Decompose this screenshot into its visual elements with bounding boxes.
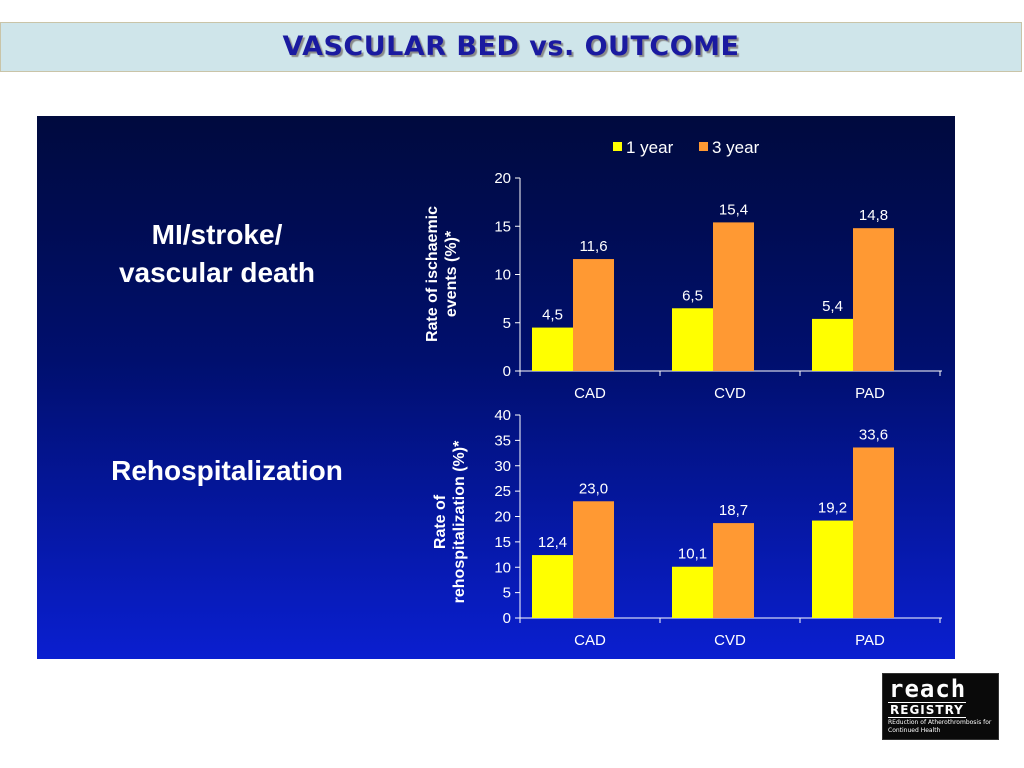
bar-cad-3-year (573, 259, 614, 371)
data-label: 12,4 (538, 534, 567, 551)
x-category-label: CAD (574, 385, 606, 402)
data-label: 6,5 (682, 287, 703, 304)
y-axis-label-line: Rate of ischaemic (424, 206, 441, 342)
x-category-label: PAD (855, 385, 885, 402)
bar-charts: 1 year 3 year 0 5 10 15 20 4,5 11,6 CAD 6,5 15,4 CV… (424, 138, 942, 649)
x-category-label: CVD (714, 385, 746, 402)
x-category-label: PAD (855, 632, 885, 649)
x-category-label: CVD (714, 632, 746, 649)
y-axis-label-line: events (%)* (443, 230, 460, 317)
data-label: 5,4 (822, 298, 843, 315)
y-axis-label-line: rehospitalization (%)* (451, 440, 468, 603)
page-title: VASCULAR BED vs. OUTCOME (282, 31, 740, 62)
reach-registry-logo: reach REGISTRY REduction of Atherothromb… (882, 673, 999, 740)
y-axis-label: Rate of ischaemic events (%)* (424, 206, 460, 342)
bar-cvd-1-year (672, 566, 713, 618)
data-label: 18,7 (719, 502, 748, 519)
chart-panel: MI/stroke/ vascular death Rehospitalizat… (37, 116, 955, 659)
y-tick-label: 25 (494, 483, 511, 500)
legend-swatch-1-year (613, 142, 622, 151)
y-axis-label-line: Rate of (432, 494, 449, 549)
y-tick-label: 20 (494, 509, 511, 526)
data-label: 4,5 (542, 307, 563, 324)
y-axis-label: Rate of rehospitalization (%)* (432, 440, 468, 603)
data-label: 11,6 (579, 238, 607, 255)
bar-cvd-1-year (672, 308, 713, 371)
y-tick-label: 10 (494, 267, 511, 284)
data-label: 19,2 (818, 500, 847, 517)
y-tick-label: 15 (494, 218, 511, 235)
y-tick-label: 20 (494, 170, 511, 187)
y-tick-label: 30 (494, 458, 511, 475)
bar-cvd-3-year (713, 523, 754, 618)
y-tick-label: 0 (503, 363, 511, 380)
legend-swatch-3-year (699, 142, 708, 151)
y-tick-label: 40 (494, 407, 511, 424)
y-tick-label: 10 (494, 559, 511, 576)
data-label: 15,4 (719, 201, 748, 218)
legend-label: 3 year (712, 138, 760, 157)
logo-tagline: REduction of Atherothrombosis for Contin… (888, 719, 992, 734)
data-label: 14,8 (859, 207, 888, 224)
x-category-label: CAD (574, 632, 606, 649)
data-label: 23,0 (579, 480, 608, 497)
y-tick-label: 35 (494, 432, 511, 449)
legend-label: 1 year (626, 138, 674, 157)
bar-pad-1-year (812, 520, 853, 618)
bar-cvd-3-year (713, 222, 754, 371)
label-mi-stroke: MI/stroke/ vascular death (118, 219, 316, 288)
chart-ischaemic-events: 0 5 10 15 20 4,5 11,6 CAD 6,5 15,4 CVD 5,4 14,8 PAD Ra… (424, 170, 942, 402)
title-bar: VASCULAR BED vs. OUTCOME (0, 22, 1022, 72)
y-tick-label: 15 (494, 534, 511, 551)
data-label: 33,6 (859, 426, 888, 443)
bar-pad-3-year (853, 228, 894, 371)
label-rehospitalization: Rehospitalization (111, 455, 343, 486)
bar-pad-3-year (853, 447, 894, 618)
logo-text-registry: REGISTRY (888, 702, 966, 718)
y-tick-label: 5 (503, 315, 511, 332)
data-label: 10,1 (678, 546, 707, 563)
bar-cad-1-year (532, 327, 573, 371)
chart-legend: 1 year 3 year (613, 138, 760, 157)
y-tick-label: 0 (503, 610, 511, 627)
bar-cad-1-year (532, 555, 573, 618)
bar-pad-1-year (812, 318, 853, 371)
y-tick-label: 5 (503, 585, 511, 602)
chart-rehospitalization: 0 5 10 15 20 25 30 35 40 12,4 23,0 CAD 10,1 18,7 CVD 19… (432, 407, 942, 649)
logo-text-reach: reach (889, 675, 967, 703)
bar-cad-3-year (573, 501, 614, 618)
